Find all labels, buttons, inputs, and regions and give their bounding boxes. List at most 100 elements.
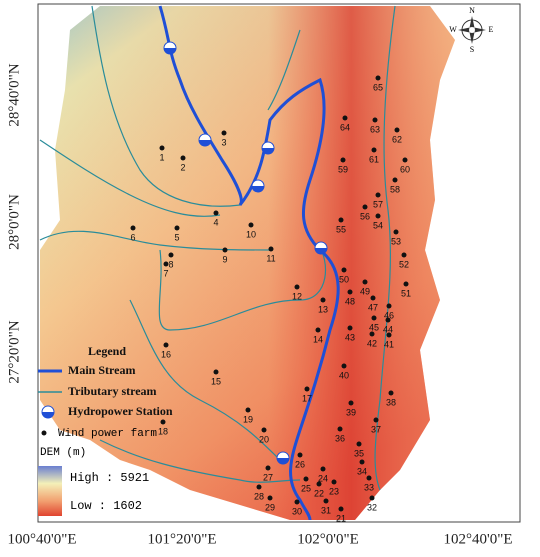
wind-farm-label: 62 [392, 134, 402, 144]
wind-farm-dot [392, 177, 398, 183]
tributaries [39, 5, 396, 491]
legend-dem-high: High : 5921 [70, 471, 149, 485]
wind-farm-dot [370, 295, 376, 301]
wind-farm-dot [403, 281, 409, 287]
wind-farm-dot [323, 498, 329, 504]
wind-farm-label: 57 [373, 199, 383, 209]
wind-farm-label: 12 [292, 291, 302, 301]
legend-dem-low: Low : 1602 [70, 499, 142, 513]
wind-farm-dot [385, 317, 391, 323]
wind-farm-dot [340, 157, 346, 163]
legend-dem-title: DEM (m) [40, 447, 86, 459]
wind-farm-dot [320, 466, 326, 472]
wind-farm-label: 63 [370, 124, 380, 134]
wind-farm-dot [256, 484, 262, 490]
wind-farm-dot [261, 427, 267, 433]
wind-farm-dot [362, 204, 368, 210]
wind-farm-dot [337, 426, 343, 432]
wind-farm-label: 2 [180, 162, 185, 172]
wind-farm-dot [315, 327, 321, 333]
wind-farm-label: 40 [339, 370, 349, 380]
wind-farm-label: 52 [399, 259, 409, 269]
wind-farm-label: 38 [386, 397, 396, 407]
wind-farm-dot [348, 400, 354, 406]
wind-farm-dot [338, 506, 344, 512]
wind-farm-dot [294, 499, 300, 505]
wind-farm-dot [303, 476, 309, 482]
latitude-label: 27°20'0"N [6, 320, 22, 383]
wind-farm-dot [294, 284, 300, 290]
wind-farm-dot [372, 117, 378, 123]
wind-farm-label: 10 [246, 229, 256, 239]
wind-farm-label: 11 [266, 253, 275, 263]
wind-farm-label: 25 [301, 483, 311, 493]
wind-farm-dot [369, 495, 375, 501]
wind-farm-dot [222, 247, 228, 253]
wind-farm-dot [338, 217, 344, 223]
latitude-label: 28°0'0"N [6, 194, 22, 250]
legend-dem-bar [38, 466, 62, 516]
wind-farm-label: 43 [345, 332, 355, 342]
wind-farm-dot [180, 155, 186, 161]
wind-farm-label: 27 [263, 472, 273, 482]
wind-farm-dot [168, 252, 174, 258]
wind-farm-label: 29 [265, 502, 275, 512]
wind-farm-label: 47 [368, 302, 378, 312]
wind-farm-label: 31 [321, 505, 331, 515]
wind-farm-dot [265, 465, 271, 471]
wind-farm-dot [393, 229, 399, 235]
wind-farm-dot [375, 192, 381, 198]
wind-farm-label: 24 [318, 473, 328, 483]
wind-farm-label: 50 [339, 274, 349, 284]
wind-farm-label: 28 [254, 491, 264, 501]
wind-farm-label: 33 [364, 482, 374, 492]
wind-farm-dot [213, 369, 219, 375]
legend-title: Legend [88, 344, 126, 358]
legend-hydropower-icon [41, 405, 55, 419]
longitude-label: 100°40'0"E [8, 531, 77, 547]
wind-farm-label: 22 [314, 488, 324, 498]
wind-farm-dot [297, 452, 303, 458]
wind-farm-dot [304, 386, 310, 392]
wind-farm-label: 35 [354, 448, 364, 458]
wind-farm-label: 37 [371, 424, 381, 434]
wind-farm-dot [268, 246, 274, 252]
wind-farm-label: 36 [335, 433, 345, 443]
compass-n: N [469, 6, 475, 15]
wind-farm-dot [402, 157, 408, 163]
wind-farm-label: 20 [259, 434, 269, 444]
wind-farm-dot [320, 297, 326, 303]
wind-farm-dot [371, 315, 377, 321]
legend-main-stream: Main Stream [68, 363, 135, 377]
wind-farm-label: 8 [168, 259, 173, 269]
wind-farm-label: 46 [384, 310, 394, 320]
wind-farm-label: 32 [367, 502, 377, 512]
wind-farm-label: 14 [313, 334, 323, 344]
longitude-label: 101°20'0"E [148, 531, 217, 547]
wind-farm-label: 13 [318, 304, 328, 314]
compass: N S E W [449, 6, 493, 54]
wind-farm-label: 16 [161, 349, 171, 359]
wind-farm-label: 30 [292, 506, 302, 516]
wind-farm-label: 59 [338, 164, 348, 174]
wind-farm-label: 39 [346, 407, 356, 417]
compass-w: W [449, 25, 457, 34]
wind-farm-label: 7 [163, 268, 168, 278]
wind-farm-label: 4 [213, 217, 218, 227]
wind-farm-label: 19 [243, 414, 253, 424]
compass-e: E [489, 25, 494, 34]
wind-farm-label: 17 [302, 393, 312, 403]
longitude-label: 102°40'0"E [444, 531, 513, 547]
wind-farm-dot [245, 407, 251, 413]
wind-farm-dot [160, 419, 166, 425]
wind-farm-dot [163, 342, 169, 348]
hydropower-stations [163, 41, 328, 465]
wind-farm-dot [130, 225, 136, 231]
wind-farm-label: 61 [369, 154, 379, 164]
wind-farm-dot [394, 127, 400, 133]
wind-farm-dot [159, 145, 165, 151]
wind-farm-dot [356, 441, 362, 447]
wind-farm-label: 51 [401, 288, 411, 298]
